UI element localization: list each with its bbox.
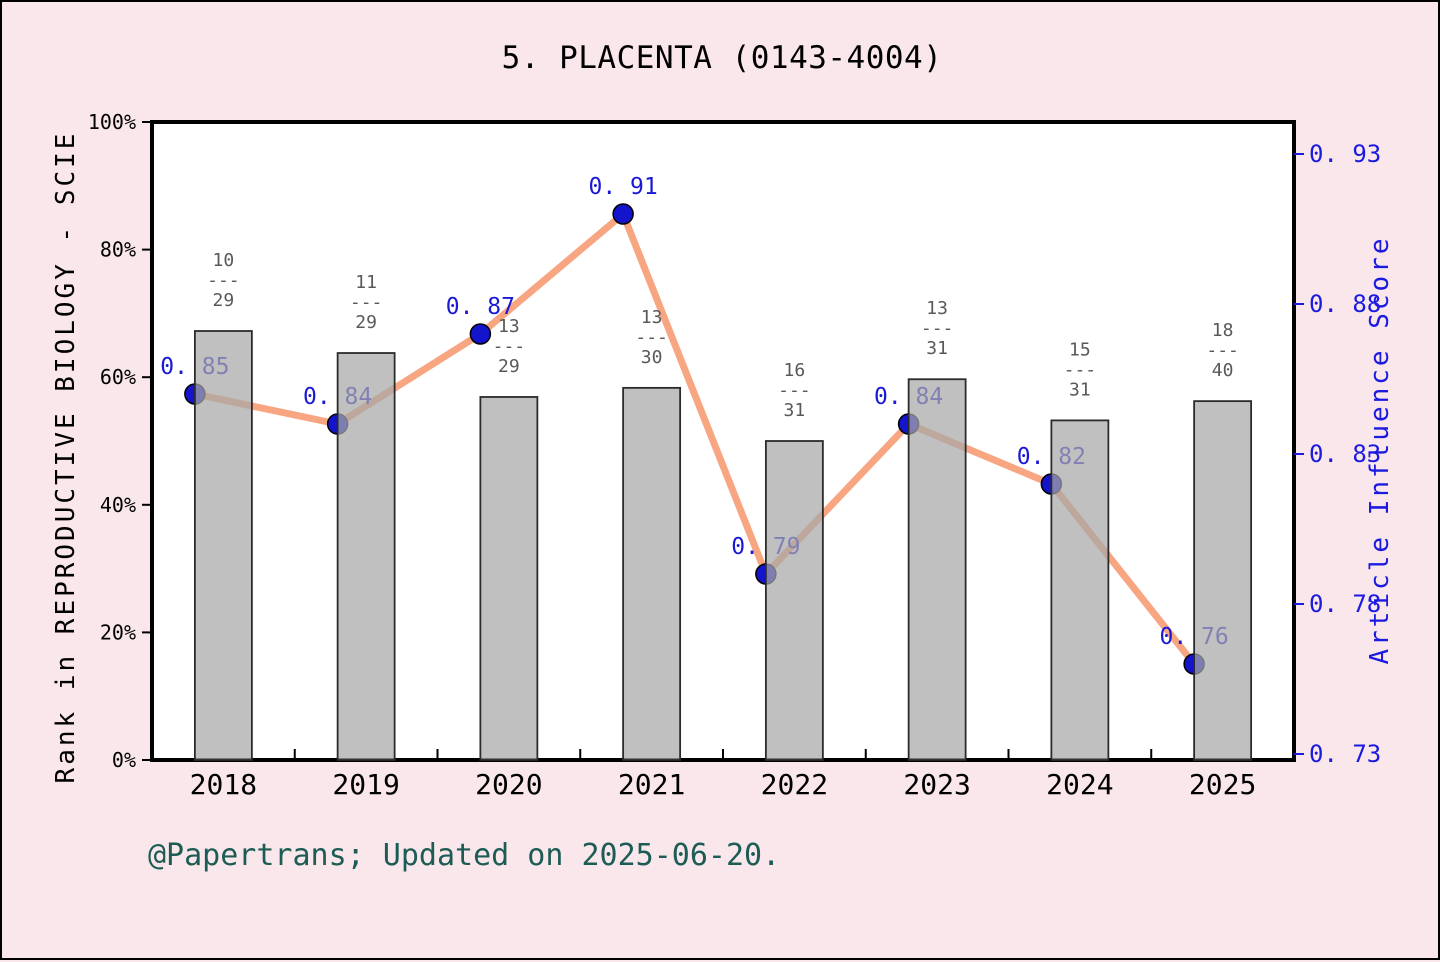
rank-fraction-divider: --- xyxy=(493,336,526,357)
rank-fraction-divider: --- xyxy=(1206,340,1239,361)
x-axis-year-label: 2025 xyxy=(1189,768,1256,801)
x-axis-year-label: 2018 xyxy=(190,768,257,801)
influence-score-marker xyxy=(469,323,492,345)
x-axis-year-label: 2021 xyxy=(618,768,685,801)
rank-bar xyxy=(336,352,396,761)
rank-fraction-denominator: 40 xyxy=(1212,360,1234,381)
rank-bar xyxy=(193,330,253,761)
right-axis-tick-label: 0. 78 xyxy=(1309,590,1381,618)
rank-fraction-divider: --- xyxy=(778,380,811,401)
rank-fraction-numerator: 13 xyxy=(641,307,663,328)
left-axis-tick-label: 100% xyxy=(88,110,136,134)
rank-fraction-numerator: 15 xyxy=(1069,339,1091,360)
rank-fraction-numerator: 16 xyxy=(784,360,806,381)
rank-fraction-divider: --- xyxy=(350,292,383,313)
rank-bar xyxy=(907,378,967,761)
rank-fraction-numerator: 13 xyxy=(498,316,520,337)
right-axis-tick-label: 0. 88 xyxy=(1309,290,1381,318)
right-axis-tick-label: 0. 73 xyxy=(1309,740,1381,768)
x-axis-year-label: 2020 xyxy=(475,768,542,801)
x-axis-year-label: 2022 xyxy=(761,768,828,801)
rank-fraction-denominator: 29 xyxy=(498,356,520,377)
rank-fraction-divider: --- xyxy=(921,318,954,339)
plot-frame xyxy=(150,120,1296,762)
chart-title: 5. PLACENTA (0143-4004) xyxy=(501,40,943,76)
rank-fraction-denominator: 29 xyxy=(213,290,235,311)
rank-fraction-denominator: 31 xyxy=(784,400,806,421)
influence-score-marker xyxy=(612,203,634,225)
rank-fraction-numerator: 11 xyxy=(355,272,377,293)
rank-fraction-numerator: 18 xyxy=(1212,320,1234,341)
rank-fraction-denominator: 31 xyxy=(926,338,948,359)
rank-fraction-denominator: 29 xyxy=(355,312,377,333)
left-axis-tick-label: 40% xyxy=(100,493,136,517)
x-axis-year-label: 2024 xyxy=(1046,768,1113,801)
rank-bar xyxy=(622,386,682,761)
x-axis-year-label: 2019 xyxy=(332,768,399,801)
left-axis-tick-label: 0% xyxy=(112,748,136,772)
rank-fraction-denominator: 31 xyxy=(1069,379,1091,400)
rank-bar xyxy=(479,396,539,761)
left-axis-tick-label: 80% xyxy=(100,238,136,262)
left-axis-tick-label: 20% xyxy=(100,620,136,644)
left-axis-tick-label: 60% xyxy=(100,365,136,389)
rank-fraction-divider: --- xyxy=(207,270,240,291)
rank-bar xyxy=(1193,400,1253,761)
rank-fraction-numerator: 13 xyxy=(926,298,948,319)
rank-fraction-divider: --- xyxy=(1064,359,1097,380)
right-axis-tick-label: 0. 83 xyxy=(1309,440,1381,468)
rank-fraction-denominator: 30 xyxy=(641,347,663,368)
rank-fraction-divider: --- xyxy=(635,327,668,348)
x-axis-year-label: 2023 xyxy=(903,768,970,801)
right-axis-tick-label: 0. 93 xyxy=(1309,140,1381,168)
footer-credit: @Papertrans; Updated on 2025-06-20. xyxy=(148,838,781,873)
rank-bar xyxy=(764,440,824,761)
influence-score-value-label: 0. 91 xyxy=(589,174,658,200)
influence-score-value-label: 0. 87 xyxy=(446,294,515,320)
rank-bar xyxy=(1050,419,1110,761)
rank-fraction-numerator: 10 xyxy=(213,250,235,271)
